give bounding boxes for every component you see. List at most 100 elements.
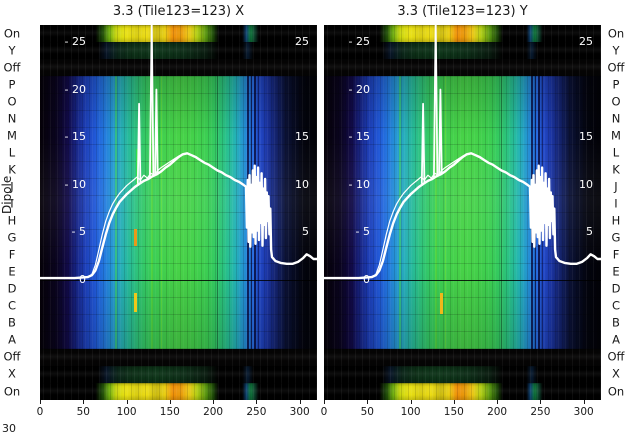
x-tick-label: 100 xyxy=(400,406,421,418)
spectrum-spike-2 xyxy=(154,88,159,176)
x-tickmark xyxy=(497,400,499,404)
dipole-label-left: A xyxy=(8,332,16,347)
dipole-label-left: G xyxy=(7,230,17,245)
dipole-label-left: N xyxy=(7,111,17,126)
dipole-label-right: F xyxy=(612,247,620,262)
dipole-label-right: P xyxy=(612,76,620,91)
feature-mark xyxy=(134,293,138,312)
x-tickmark xyxy=(540,400,542,404)
x-tick-label: 300 xyxy=(573,406,594,418)
heatmap-stripe xyxy=(217,76,219,349)
dipole-label-right: J xyxy=(614,179,618,194)
dipole-label-left: Y xyxy=(8,42,16,57)
dipole-label-right: Off xyxy=(607,349,625,364)
row-x-20 xyxy=(40,365,317,383)
row-on-0 xyxy=(324,25,601,43)
x-tickmark xyxy=(256,400,258,404)
x-tick-label: 200 xyxy=(203,406,224,418)
row-off-19 xyxy=(324,348,601,366)
row-on-21 xyxy=(40,382,317,400)
spectrum-line-secondary xyxy=(87,153,184,278)
heatmap-stripe xyxy=(160,76,162,349)
dipole-label-left: I xyxy=(10,196,14,211)
feature-mark xyxy=(440,293,444,314)
x-tick-label: 50 xyxy=(76,406,90,418)
inner-ytick-label: - 20 xyxy=(64,82,86,96)
inner-ytick-label: - 20 xyxy=(348,82,370,96)
dipole-label-right: Y xyxy=(612,42,620,57)
dipole-label-left: M xyxy=(7,128,17,143)
inner-ytick-label: - 5 xyxy=(71,225,86,239)
spectrum-line-main xyxy=(40,152,317,280)
dipole-label-right: On xyxy=(607,25,625,40)
x-tickmark xyxy=(367,400,369,404)
dipole-label-right: M xyxy=(611,128,621,143)
dipole-label-right: E xyxy=(612,264,620,279)
dipole-label-left: B xyxy=(8,315,16,330)
heatmap-stripe xyxy=(150,76,153,349)
dipole-label-right: C xyxy=(611,298,621,313)
inner-ytick-label: 0 xyxy=(79,273,86,286)
inner-ytick-label: - 15 xyxy=(64,130,86,144)
x-tick-label: 100 xyxy=(116,406,137,418)
dipole-label-left: Off xyxy=(3,349,21,364)
dipole-label-right: B xyxy=(612,315,620,330)
inner-ytick-label: 5 xyxy=(302,225,309,239)
dipole-label-left: E xyxy=(8,264,16,279)
dipole-label-left: D xyxy=(7,281,17,296)
heatmap-plot-y: - 25 - 20 - 15 - 10 - 5 0 25 15 10 5 xyxy=(324,25,601,400)
x-tick-label: 250 xyxy=(530,406,551,418)
x-tick-label: 300 xyxy=(289,406,310,418)
x-tick-label: 0 xyxy=(36,406,44,418)
dipole-label-right: O xyxy=(611,93,621,108)
x-tick-label: 250 xyxy=(246,406,267,418)
inner-ytick-label: - 15 xyxy=(348,130,370,144)
x-tickmark xyxy=(126,400,128,404)
spectrum-spike-1 xyxy=(433,25,439,179)
row-off-2 xyxy=(40,59,317,77)
dipole-label-left: L xyxy=(8,145,16,160)
heatmap-plot-x: - 25 - 20 - 15 - 10 - 5 0 25 15 10 5 xyxy=(40,25,317,400)
dipole-label-right: G xyxy=(611,230,621,245)
dipole-label-right: H xyxy=(611,213,621,228)
row-y-1 xyxy=(40,42,317,60)
row-x-20 xyxy=(324,365,601,383)
spectrum-spike-0 xyxy=(420,102,426,184)
dipole-label-left: H xyxy=(7,213,17,228)
x-tickmark xyxy=(169,400,171,404)
plot-title-y: 3.3 (Tile123=123) Y xyxy=(397,4,528,19)
row-off-2 xyxy=(324,59,601,77)
x-tickmark xyxy=(40,400,41,404)
x-tick-label: 0 xyxy=(320,406,328,418)
inner-ytick-label: 25 xyxy=(579,34,593,48)
heatmap-stripe xyxy=(434,76,437,349)
corner-tick-label: 30 xyxy=(2,422,16,435)
dipole-label-left: On xyxy=(3,383,21,398)
zero-gridline xyxy=(324,280,601,281)
x-tick-label: 200 xyxy=(487,406,508,418)
dipole-label-left: X xyxy=(8,366,16,381)
spectrum-spike-0 xyxy=(136,102,142,184)
dipole-label-right: On xyxy=(607,383,625,398)
spectrum-spike-1 xyxy=(149,25,155,179)
inner-ytick-label: - 25 xyxy=(64,34,86,48)
dipole-label-right: N xyxy=(611,111,621,126)
dipole-label-left: P xyxy=(8,76,16,91)
spectrum-overlay xyxy=(40,25,317,280)
dipole-label-left: F xyxy=(8,247,16,262)
x-tickmark xyxy=(213,400,215,404)
inner-ytick-label: 5 xyxy=(586,225,593,239)
inner-ytick-label: 0 xyxy=(363,273,370,286)
dipole-label-right: A xyxy=(612,332,620,347)
zero-gridline xyxy=(40,280,317,281)
dipole-label-right: D xyxy=(611,281,621,296)
inner-ytick-label: - 5 xyxy=(355,225,370,239)
x-tickmark xyxy=(299,400,301,404)
inner-ytick-label: 15 xyxy=(579,130,593,144)
x-tick-label: 150 xyxy=(159,406,180,418)
dipole-label-right: Off xyxy=(607,59,625,74)
inner-ytick-label: 15 xyxy=(295,130,309,144)
dipole-label-left: K xyxy=(8,162,16,177)
dipole-label-right: X xyxy=(612,366,620,381)
inner-ytick-label: - 25 xyxy=(348,34,370,48)
